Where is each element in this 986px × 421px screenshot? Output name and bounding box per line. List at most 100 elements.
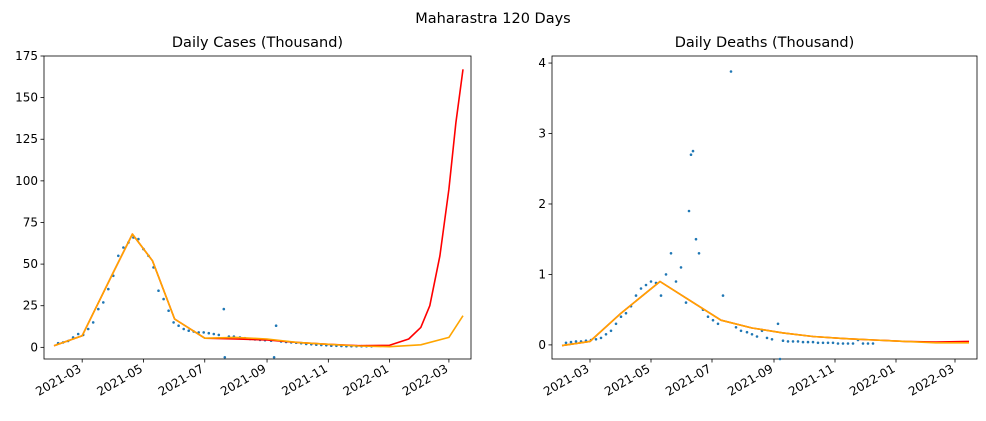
cases-point-21: [162, 297, 165, 301]
deaths-point-19: [659, 294, 663, 297]
deaths-point-24: [684, 301, 688, 304]
deaths-point-47: [786, 340, 790, 343]
cases-point-12: [117, 254, 120, 258]
cases-x-tick-label-6: 2022-03: [400, 361, 450, 398]
deaths-point-21: [669, 252, 673, 255]
deaths-point-8: [604, 333, 608, 336]
deaths-point-20: [664, 273, 668, 276]
deaths-point-25: [687, 209, 691, 213]
deaths-point-9: [609, 329, 613, 333]
deaths-plot-frame: [551, 55, 978, 360]
deaths-point-56: [831, 341, 835, 345]
deaths-fit-line-2: [561, 280, 969, 347]
deaths-x-tick-label-3: 2021-09: [725, 361, 775, 398]
deaths-x-tick-label-1: 2021-05: [602, 361, 652, 398]
deaths-point-38: [745, 330, 749, 334]
cases-x-tick-label-2: 2021-07: [156, 361, 206, 398]
deaths-point-34: [721, 294, 725, 297]
daily-deaths-chart-title: Daily Deaths (Thousand): [675, 35, 855, 51]
cases-point-23: [172, 321, 175, 324]
cases-point-22: [167, 309, 170, 313]
deaths-point-32: [711, 318, 715, 322]
deaths-point-54: [821, 341, 825, 345]
cases-point-7: [91, 321, 95, 324]
deaths-point-6: [594, 338, 598, 341]
cases-y-tick-label-3: 75: [23, 215, 38, 229]
cases-point-29: [202, 331, 205, 334]
deaths-point-51: [806, 340, 810, 344]
deaths-point-46: [781, 339, 785, 343]
deaths-x-tick-label-2: 2021-07: [663, 361, 713, 398]
deaths-point-55: [826, 341, 830, 345]
cases-y-tick-label-6: 150: [15, 91, 38, 105]
deaths-point-63: [866, 342, 870, 345]
deaths-point-59: [846, 342, 850, 345]
deaths-x-tick-label-6: 2022-03: [906, 361, 956, 398]
cases-point-33: [222, 307, 226, 311]
deaths-point-42: [765, 336, 769, 340]
cases-point-34: [223, 356, 227, 359]
cases-point-9: [102, 301, 105, 304]
daily-cases-chart: Daily Cases (Thousand) 0 25 50 75 100 125 150 1…: [15, 35, 472, 399]
deaths-point-40: [755, 335, 759, 338]
cases-y-tick-label-7: 175: [15, 49, 38, 63]
deaths-point-11: [619, 315, 623, 319]
cases-x-tick-label-1: 2021-05: [95, 361, 145, 398]
cases-y-tick-label-2: 50: [23, 257, 38, 271]
deaths-point-7: [599, 336, 603, 340]
deaths-point-48: [791, 340, 795, 343]
cases-point-4: [76, 332, 80, 336]
deaths-x-tick-label-0: 2021-03: [541, 361, 591, 398]
cases-x-tick-label-5: 2022-01: [341, 361, 391, 398]
deaths-point-43: [770, 338, 774, 341]
cases-point-16: [137, 237, 140, 241]
deaths-point-2: [574, 340, 578, 343]
deaths-point-33: [716, 322, 720, 326]
deaths-x-tick-label-5: 2022-01: [847, 361, 897, 398]
deaths-point-64: [871, 342, 875, 345]
deaths-point-45: [778, 357, 782, 361]
cases-fit-line-2: [53, 233, 464, 348]
deaths-y-tick-label-4: 4: [538, 56, 546, 70]
deaths-point-14: [634, 294, 638, 297]
deaths-point-16: [644, 283, 648, 287]
deaths-point-37: [739, 329, 743, 333]
deaths-point-44: [776, 322, 780, 326]
cases-point-24: [177, 324, 180, 328]
cases-point-8: [97, 307, 100, 311]
deaths-point-28: [694, 237, 698, 241]
deaths-point-49: [796, 340, 800, 343]
cases-point-25: [182, 327, 185, 331]
deaths-y-tick-label-0: 0: [538, 338, 546, 352]
deaths-point-12: [624, 311, 628, 315]
deaths-point-57: [836, 342, 840, 345]
daily-cases-data: [53, 69, 464, 359]
deaths-point-36: [734, 326, 738, 329]
cases-y-tick-label-4: 100: [15, 174, 38, 188]
deaths-point-52: [811, 340, 815, 344]
deaths-point-23: [679, 266, 683, 269]
cases-point-30: [207, 331, 211, 335]
cases-point-44: [272, 356, 276, 359]
cases-x-tick-label-3: 2021-09: [218, 361, 268, 398]
cases-plot-frame: [43, 55, 472, 360]
cases-point-32: [217, 333, 221, 337]
deaths-point-62: [861, 342, 865, 345]
deaths-x-tick-label-4: 2021-11: [786, 361, 836, 398]
deaths-point-27: [691, 149, 695, 153]
cases-point-20: [157, 289, 160, 293]
deaths-point-15: [639, 287, 643, 290]
deaths-point-58: [841, 342, 845, 345]
cases-point-45: [274, 324, 278, 328]
cases-point-6: [86, 327, 90, 331]
cases-point-26: [187, 329, 190, 333]
deaths-point-53: [816, 341, 820, 345]
daily-deaths-axes: 0 1 2 3 4 2021-03 2021-05 2021-07 2021-09 2021-11…: [538, 55, 978, 399]
deaths-y-tick-label-2: 2: [538, 197, 546, 211]
cases-x-tick-label-0: 2021-03: [33, 361, 83, 398]
cases-fit-line-1: [53, 69, 464, 347]
cases-y-tick-label-0: 0: [30, 340, 38, 354]
cases-point-10: [107, 287, 110, 291]
figure-suptitle: Maharastra 120 Days: [415, 11, 571, 27]
